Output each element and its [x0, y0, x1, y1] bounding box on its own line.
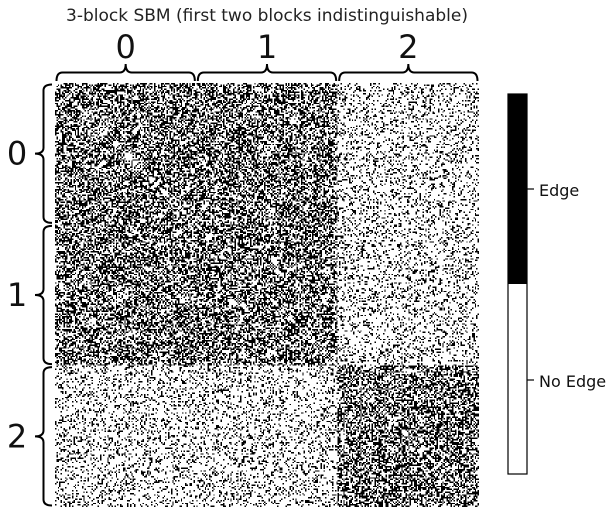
top-block-label-1: 1 [257, 28, 277, 66]
top-block-labels: 0 1 2 [115, 28, 418, 66]
top-block-label-2: 2 [398, 28, 418, 66]
left-brace-1 [34, 224, 53, 366]
heatmap-matrix [55, 83, 479, 507]
colorbar-label-edge: Edge [539, 181, 579, 200]
top-brace-group [55, 63, 479, 82]
colorbar-frame [507, 93, 528, 475]
left-block-label-1: 1 [7, 276, 27, 314]
left-block-label-0: 0 [7, 135, 27, 173]
colorbar-edge-swatch [508, 94, 527, 284]
colorbar-label-no-edge: No Edge [539, 372, 606, 391]
left-block-label-2: 2 [7, 417, 27, 455]
left-brace-group [34, 83, 53, 507]
left-brace-0 [34, 83, 53, 224]
chart-title: 3-block SBM (first two blocks indistingu… [66, 6, 468, 26]
top-brace-1 [196, 63, 338, 82]
left-brace-2 [34, 366, 53, 507]
colorbar-no-edge-swatch [508, 284, 527, 474]
top-block-label-0: 0 [115, 28, 135, 66]
left-block-labels: 0 1 2 [7, 135, 27, 456]
top-brace-0 [55, 63, 196, 82]
top-brace-2 [338, 63, 479, 82]
colorbar: Edge No Edge [507, 93, 606, 475]
